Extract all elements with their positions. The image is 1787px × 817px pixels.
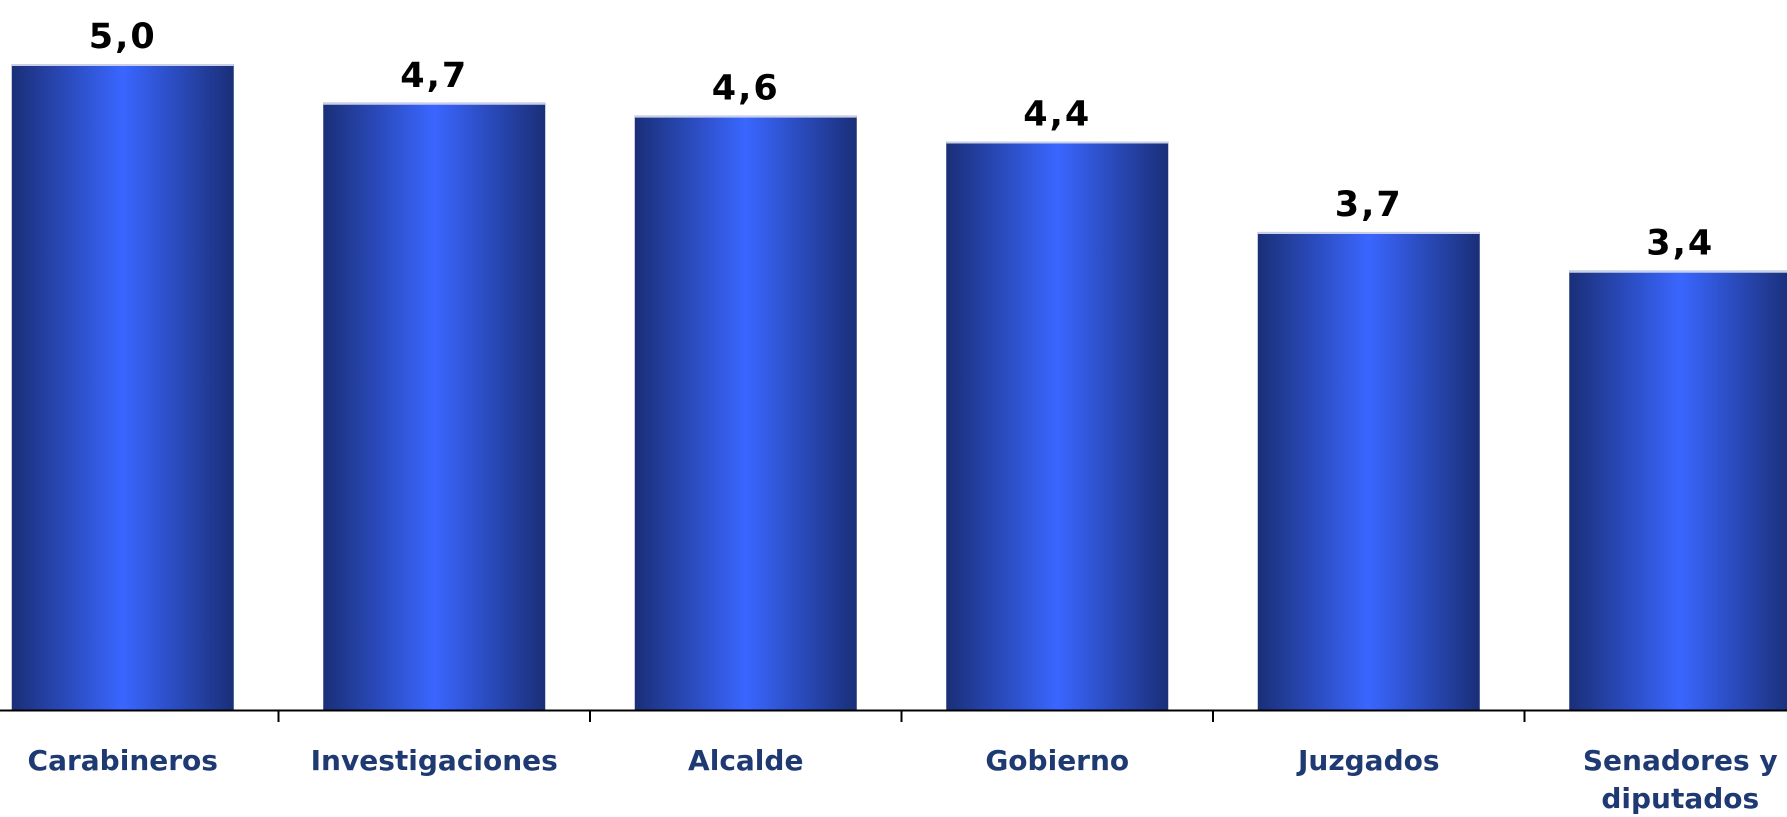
category-label: Investigaciones — [311, 744, 558, 777]
data-label: 3,4 — [1646, 224, 1714, 264]
data-label: 4,6 — [712, 69, 780, 109]
bar — [946, 141, 1169, 710]
category-label: Alcalde — [688, 744, 803, 777]
category-label: Senadores y — [1583, 744, 1778, 777]
data-label: 5,0 — [89, 17, 157, 57]
category-labels-group: Carabineros Investigaciones Alcalde Gobiern… — [28, 744, 1778, 815]
bar — [634, 115, 857, 711]
bar — [11, 64, 234, 710]
bars-group — [11, 64, 1787, 711]
bar — [1257, 231, 1480, 710]
x-axis-ticks — [277, 710, 1526, 722]
value-labels-group: 5,0 4,7 4,6 4,4 3,7 3,4 — [89, 17, 1714, 264]
category-label: Juzgados — [1296, 744, 1440, 777]
bar — [1569, 270, 1787, 710]
data-label: 3,7 — [1335, 185, 1403, 225]
category-label: diputados — [1601, 782, 1759, 815]
category-label: Gobierno — [985, 744, 1129, 777]
category-label: Carabineros — [28, 744, 218, 777]
bar — [323, 102, 546, 710]
data-label: 4,7 — [400, 56, 468, 96]
data-label: 4,4 — [1023, 95, 1091, 135]
